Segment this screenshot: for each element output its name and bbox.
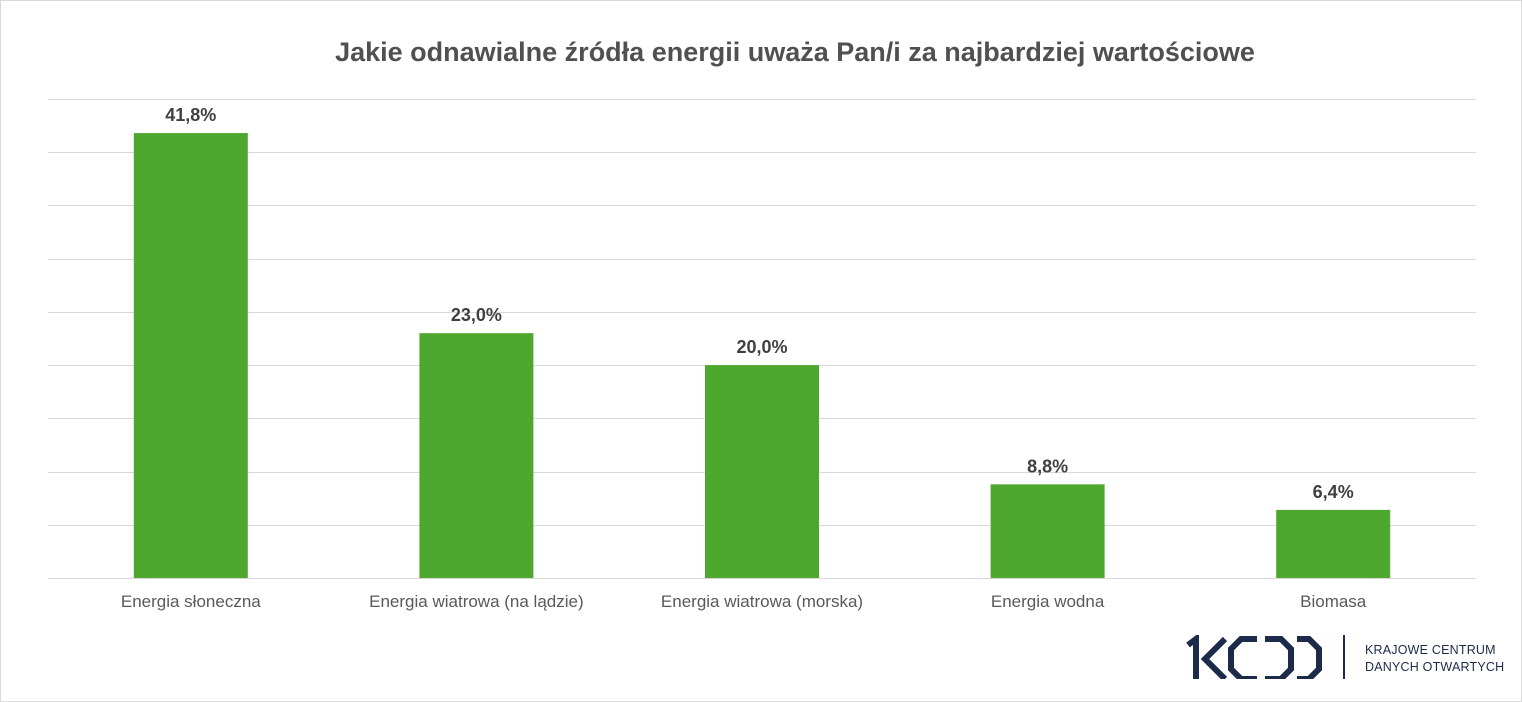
- x-tick-label: Energia słoneczna: [121, 592, 261, 611]
- data-label: 6,4%: [1313, 482, 1354, 502]
- x-tick-label: Energia wodna: [991, 592, 1105, 611]
- kcdo-logo-mark-icon: [1186, 635, 1322, 679]
- bar: [705, 365, 819, 578]
- data-label: 41,8%: [165, 105, 216, 125]
- logo-divider: [1343, 635, 1345, 679]
- logo-text-line-1: KRAJOWE CENTRUM: [1365, 643, 1496, 657]
- bar: [133, 133, 248, 578]
- logo-text-line-2: DANYCH OTWARTYCH: [1365, 660, 1505, 674]
- data-label: 20,0%: [736, 337, 787, 357]
- x-tick-label: Biomasa: [1300, 592, 1367, 611]
- x-tick-label: Energia wiatrowa (morska): [661, 592, 863, 611]
- data-label: 8,8%: [1027, 456, 1068, 476]
- x-tick-label: Energia wiatrowa (na lądzie): [369, 592, 584, 611]
- data-label: 23,0%: [451, 305, 502, 325]
- kcdo-logo: KRAJOWE CENTRUM DANYCH OTWARTYCH: [1185, 633, 1515, 681]
- bar: [419, 333, 534, 578]
- bar: [990, 484, 1105, 578]
- bar: [1276, 509, 1391, 578]
- chart-title: Jakie odnawialne źródła energii uważa Pa…: [335, 37, 1255, 67]
